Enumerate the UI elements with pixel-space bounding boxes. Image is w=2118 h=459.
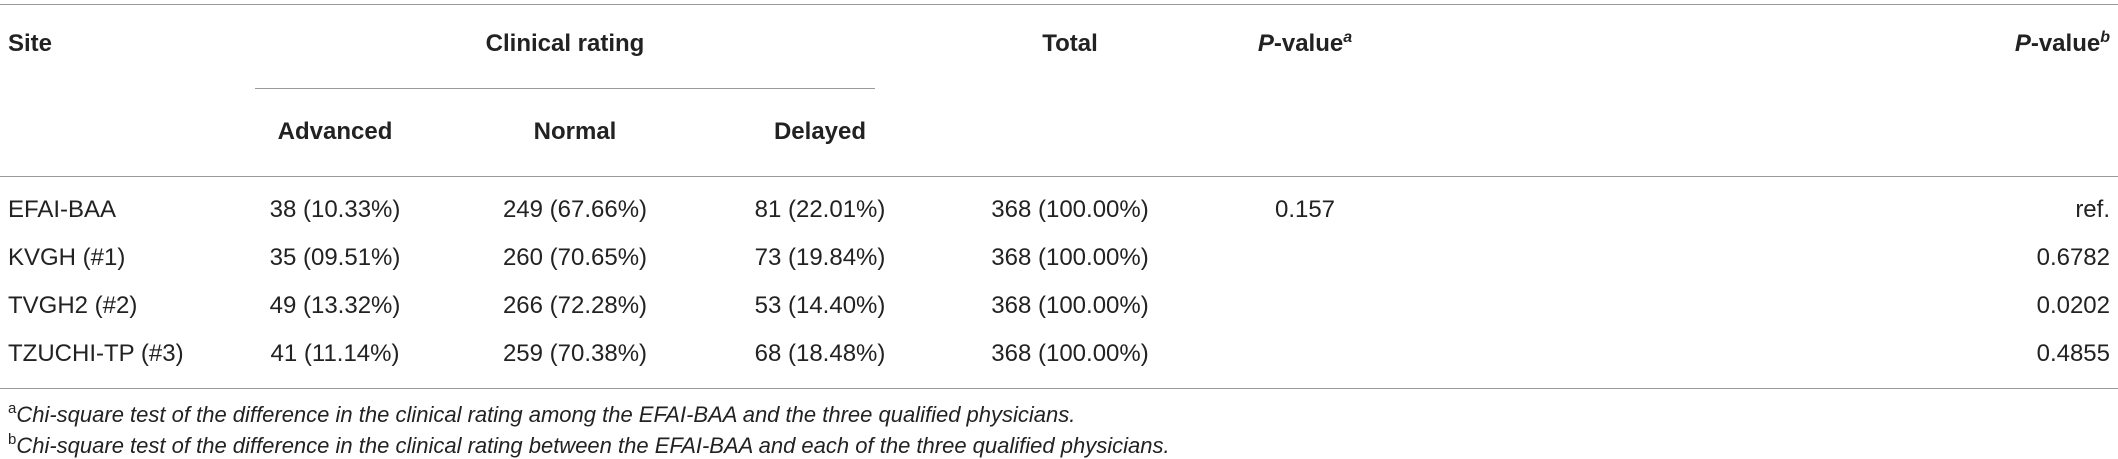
footnote-text: Chi-square test of the difference in the…: [16, 402, 1076, 427]
bottom-rule: [0, 388, 2118, 389]
row-count: 35 (09.51%): [269, 244, 401, 271]
row-count: 259 (70.38%): [502, 340, 648, 367]
header-total: Total: [1042, 30, 1098, 57]
header-column: Delayed: [773, 118, 867, 145]
row-p-value-b: 0.0202: [2036, 292, 2110, 319]
row-site: KVGH (#1): [8, 244, 126, 271]
row-total: 368 (100.00%): [991, 244, 1149, 271]
row-total: 368 (100.00%): [991, 292, 1149, 319]
row-count: 249 (67.66%): [502, 196, 648, 223]
header-rule: [0, 176, 2118, 177]
header-p-value: P-valuea: [1258, 29, 1352, 59]
header-column: Normal: [533, 118, 617, 145]
row-p-value-b: 0.4855: [2036, 340, 2110, 367]
row-count: 41 (11.14%): [270, 340, 400, 367]
group-rule: [255, 88, 875, 89]
row-site: EFAI-BAA: [8, 196, 117, 223]
header-column: Advanced: [277, 118, 393, 145]
row-site: TVGH2 (#2): [8, 292, 138, 319]
footnote: aChi-square test of the difference in th…: [8, 401, 1075, 429]
footnote-mark: a: [1343, 29, 1353, 46]
row-total: 368 (100.00%): [991, 340, 1149, 367]
header-p-value: P-valueb: [2015, 29, 2110, 59]
row-count: 266 (72.28%): [502, 292, 648, 319]
footnote-mark: b: [2100, 29, 2110, 46]
row-total: 368 (100.00%): [991, 196, 1149, 223]
row-p-value-a: 0.157: [1274, 196, 1336, 223]
header-group: Clinical rating: [485, 30, 645, 57]
row-count: 53 (14.40%): [754, 292, 886, 319]
footnote-mark: b: [8, 431, 17, 448]
row-count: 38 (10.33%): [269, 196, 401, 223]
footnote: bChi-square test of the difference in th…: [8, 432, 1170, 459]
footnote-text: Chi-square test of the difference in the…: [16, 433, 1170, 458]
row-p-value-b: ref.: [2075, 196, 2110, 223]
row-count: 73 (19.84%): [754, 244, 886, 271]
footnote-mark: a: [8, 400, 17, 417]
p-value-text: P-value: [2014, 30, 2101, 57]
row-p-value-b: 0.6782: [2036, 244, 2110, 271]
row-count: 81 (22.01%): [754, 196, 886, 223]
row-site: TZUCHI-TP (#3): [8, 340, 184, 367]
p-value-text: P-value: [1257, 30, 1344, 57]
row-count: 68 (18.48%): [754, 340, 886, 367]
header-site: Site: [8, 30, 53, 57]
top-rule: [0, 4, 2118, 5]
row-count: 49 (13.32%): [269, 292, 401, 319]
row-count: 260 (70.65%): [502, 244, 648, 271]
